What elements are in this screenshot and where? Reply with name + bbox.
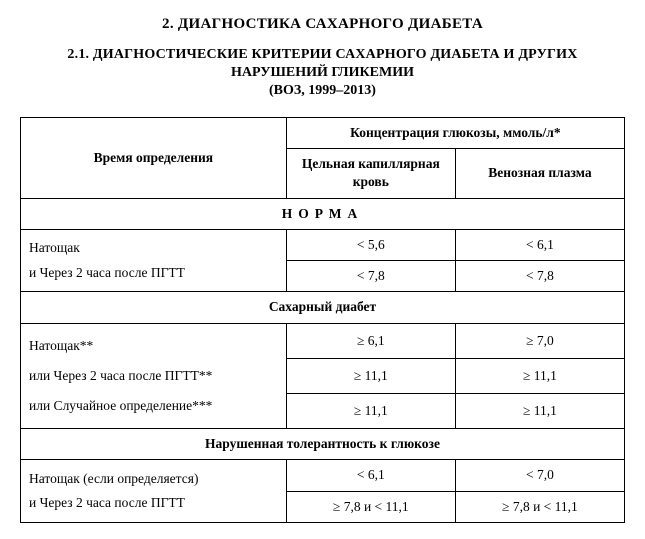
row-plasma: ≥ 7,0 (455, 323, 624, 358)
row-plasma: ≥ 11,1 (455, 393, 624, 428)
row-cap: < 7,8 (286, 261, 455, 292)
th-plasma: Венозная плазма (455, 149, 624, 198)
heading-sub-line1: 2.1. ДИАГНОСТИЧЕСКИЕ КРИТЕРИИ САХАРНОГО … (20, 47, 625, 63)
row-plasma: < 6,1 (455, 229, 624, 260)
row-cap: < 6,1 (286, 460, 455, 491)
table-row: Натощак (если определяется) и Через 2 ча… (21, 460, 625, 491)
table-row: Натощак и Через 2 часа после ПГТТ < 5,6 … (21, 229, 625, 260)
row-cap: ≥ 6,1 (286, 323, 455, 358)
row-time: Натощак (29, 239, 278, 257)
row-time: и Через 2 часа после ПГТТ (29, 494, 278, 512)
row-plasma: ≥ 11,1 (455, 358, 624, 393)
row-cap: ≥ 11,1 (286, 358, 455, 393)
th-concentration: Концентрация глюкозы, ммоль/л* (286, 118, 624, 149)
row-cap: < 5,6 (286, 229, 455, 260)
row-time: Натощак (если определяется) (29, 470, 278, 488)
table-row: Натощак** или Через 2 часа после ПГТТ** … (21, 323, 625, 358)
row-plasma: < 7,0 (455, 460, 624, 491)
row-cap: ≥ 7,8 и < 11,1 (286, 491, 455, 522)
row-plasma: < 7,8 (455, 261, 624, 292)
row-time: Натощак** (29, 337, 278, 355)
heading-sub-line3: (ВОЗ, 1999–2013) (20, 83, 625, 99)
row-time: или Случайное определение*** (29, 397, 278, 415)
criteria-table: Время определения Концентрация глюкозы, … (20, 117, 625, 523)
row-time: или Через 2 часа после ПГТТ** (29, 367, 278, 385)
row-time: и Через 2 часа после ПГТТ (29, 264, 278, 282)
heading-main: 2. ДИАГНОСТИКА САХАРНОГО ДИАБЕТА (20, 16, 625, 33)
section-diabetes: Сахарный диабет (21, 292, 625, 323)
section-norma: НОРМА (21, 198, 625, 229)
row-cap: ≥ 11,1 (286, 393, 455, 428)
row-plasma: ≥ 7,8 и < 11,1 (455, 491, 624, 522)
th-capillary: Цельная капиллярная кровь (286, 149, 455, 198)
th-time: Время определения (21, 118, 287, 199)
section-igt: Нарушенная толерантность к глюкозе (21, 429, 625, 460)
heading-sub-line2: НАРУШЕНИЙ ГЛИКЕМИИ (20, 65, 625, 81)
